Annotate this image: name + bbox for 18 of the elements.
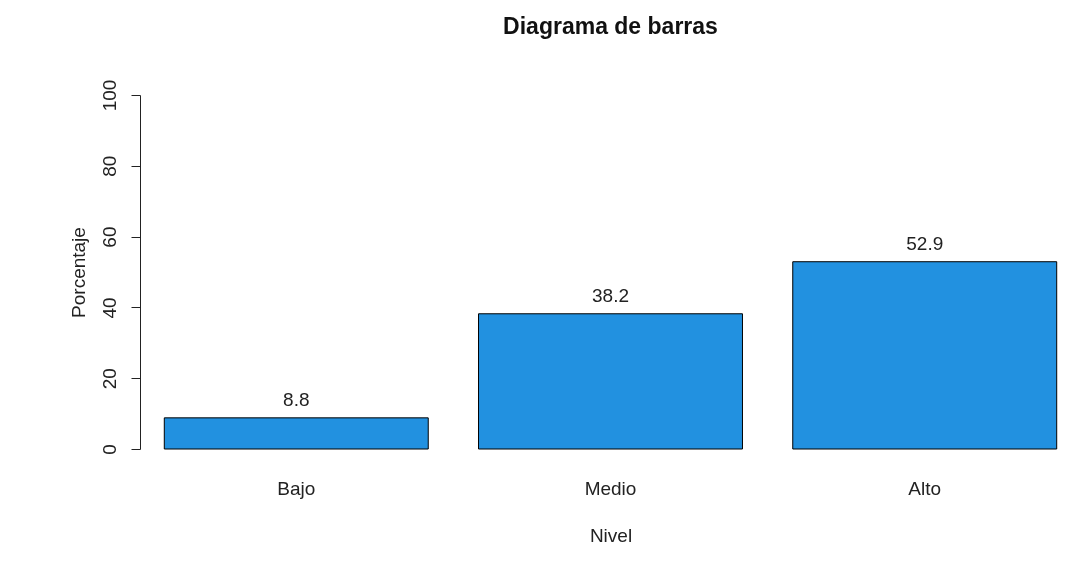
y-tick-label: 80	[98, 155, 120, 177]
chart-title: Diagrama de barras	[503, 13, 718, 40]
data-label: 52.9	[906, 232, 944, 254]
x-tick-label: Alto	[908, 477, 942, 499]
x-tick-label: Medio	[584, 477, 637, 499]
y-tick-label: 0	[98, 444, 120, 455]
data-label: 8.8	[283, 388, 310, 410]
x-tick-label: Bajo	[277, 477, 316, 499]
bar	[792, 261, 1058, 450]
bar	[163, 417, 429, 450]
y-tick-label: 60	[98, 226, 120, 248]
data-label: 38.2	[592, 284, 629, 306]
y-tick-label: 20	[98, 368, 120, 390]
y-axis-title: Porcentaje	[67, 227, 89, 318]
y-tick-label: 40	[98, 297, 120, 319]
x-axis-title: Nivel	[589, 524, 633, 546]
y-tick-label: 100	[98, 79, 120, 112]
bar	[478, 313, 743, 450]
